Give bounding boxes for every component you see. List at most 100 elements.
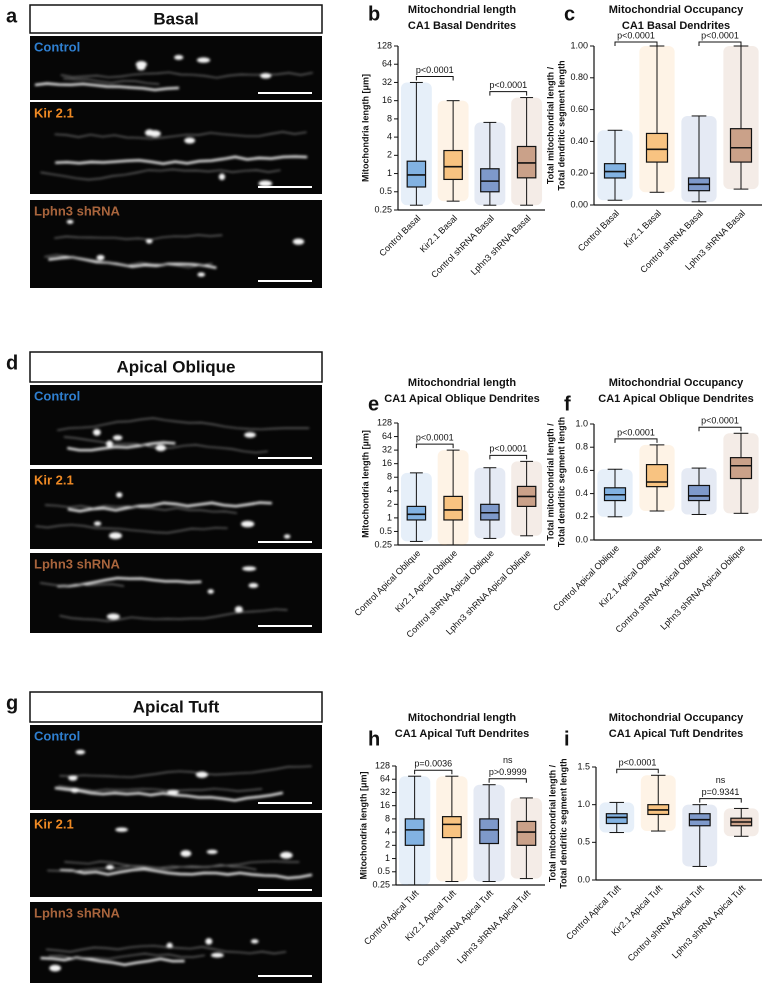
y-tick-label: 0.25 — [372, 879, 390, 889]
y-tick-label: 2 — [387, 150, 392, 160]
chart-title: CA1 Apical Tuft Dendrites — [395, 728, 529, 740]
puncta — [210, 952, 224, 958]
puncta — [258, 180, 273, 187]
puncta — [250, 939, 259, 944]
dendrite-signal — [40, 129, 308, 187]
chart-title: CA1 Apical Oblique Dendrites — [384, 393, 539, 405]
p-value: p<0.0001 — [619, 758, 657, 768]
image-label: Kir 2.1 — [34, 472, 74, 487]
dendrite-signal — [44, 219, 305, 277]
chart-title: CA1 Apical Tuft Dendrites — [609, 728, 743, 740]
x-tick-label: Control shRNA Apical Tuft — [415, 888, 496, 969]
box — [516, 820, 537, 846]
box — [443, 495, 463, 521]
box — [406, 160, 427, 188]
box — [480, 168, 500, 193]
y-tick-label: 0.20 — [570, 168, 588, 178]
y-axis-label: Mitochondria length [μm] — [358, 772, 368, 880]
puncta — [283, 534, 291, 539]
y-tick-label: 128 — [377, 40, 392, 50]
puncta — [49, 964, 62, 972]
y-tick-label: 0.0 — [575, 534, 588, 544]
dendrite — [58, 785, 263, 792]
p-value: p<0.0001 — [701, 30, 739, 40]
y-tick-label: 0.5 — [577, 837, 590, 847]
significance-bracket — [614, 41, 658, 46]
image-label: Kir 2.1 — [34, 105, 74, 120]
dendrite — [35, 524, 228, 534]
panel-title: Basal — [153, 9, 198, 28]
dendrite — [57, 417, 310, 431]
y-axis-label: Total mitochondrial length / — [547, 764, 557, 882]
y-tick-label: 4 — [387, 485, 392, 495]
y-tick-label: 64 — [382, 59, 392, 69]
image-label: Control — [34, 388, 80, 403]
p-value: p<0.0001 — [701, 416, 739, 426]
puncta — [136, 64, 146, 71]
puncta — [112, 435, 123, 441]
chart-title: CA1 Apical Oblique Dendrites — [598, 393, 753, 405]
y-tick-label: 1 — [387, 168, 392, 178]
y-axis-label: Total mitochondrial length / — [545, 66, 555, 184]
significance-bracket — [698, 41, 742, 46]
y-tick-label: 0.60 — [570, 104, 588, 114]
y-tick-label: 128 — [375, 760, 390, 770]
dendrite — [48, 952, 205, 960]
box — [729, 128, 753, 163]
y-tick-label: 1.00 — [570, 40, 588, 50]
p-value: p<0.0001 — [617, 427, 655, 437]
puncta — [68, 775, 78, 781]
significance-bracket — [414, 769, 453, 775]
puncta — [205, 938, 213, 945]
y-axis-label: Total dendritic segment length — [556, 60, 566, 190]
box — [729, 457, 753, 480]
x-tick-label: Control Basal — [377, 213, 422, 258]
y-tick-label: 1.0 — [575, 418, 588, 428]
y-tick-label: 1 — [385, 853, 390, 863]
significance-bracket — [489, 91, 528, 96]
dendrite — [39, 582, 125, 588]
significance-bracket — [698, 426, 742, 432]
y-tick-label: 1.5 — [577, 761, 590, 771]
y-tick-label: 16 — [380, 800, 390, 810]
dendrite — [55, 155, 308, 165]
puncta — [115, 827, 128, 832]
y-axis-label: Total mitochondrial length / — [545, 423, 555, 541]
micrograph — [30, 36, 322, 100]
puncta — [206, 849, 218, 854]
y-tick-label: 32 — [380, 787, 390, 797]
x-tick-label: Control shRNA Apical Oblique — [613, 543, 705, 635]
dendrite — [47, 860, 300, 873]
puncta — [174, 55, 184, 60]
significance-bracket — [489, 454, 528, 460]
x-tick-label: Control Apical Oblique — [352, 548, 422, 618]
y-axis-label: Total dendritic segment length — [556, 417, 566, 547]
dendrite — [44, 254, 213, 269]
y-tick-label: 16 — [382, 458, 392, 468]
p-value: p<0.0001 — [489, 80, 527, 90]
dendrite-signal — [47, 827, 313, 880]
x-tick-label: Lphn3 shRNA Apical Tuft — [455, 888, 533, 966]
puncta — [260, 72, 272, 79]
y-tick-label: 8 — [387, 113, 392, 123]
panel-letter: b — [368, 3, 380, 25]
y-tick-label: 0.0 — [577, 874, 590, 884]
puncta — [116, 492, 123, 498]
chart-title: Mitochondrial Occupancy — [609, 4, 744, 16]
significance-note: ns — [503, 755, 513, 765]
puncta — [241, 520, 255, 528]
image-label: Control — [34, 728, 80, 743]
image-label: Control — [34, 39, 80, 54]
dendrite — [59, 608, 288, 622]
dendrite — [54, 234, 223, 241]
micrograph — [30, 902, 322, 983]
y-tick-label: 0.6 — [575, 465, 588, 475]
dendrite — [44, 504, 238, 514]
puncta — [144, 129, 155, 137]
dendrite — [67, 501, 272, 513]
y-tick-label: 0.25 — [374, 539, 392, 549]
y-tick-label: 1.0 — [577, 799, 590, 809]
puncta — [155, 444, 167, 452]
y-tick-label: 8 — [387, 472, 392, 482]
micrograph — [30, 553, 322, 633]
